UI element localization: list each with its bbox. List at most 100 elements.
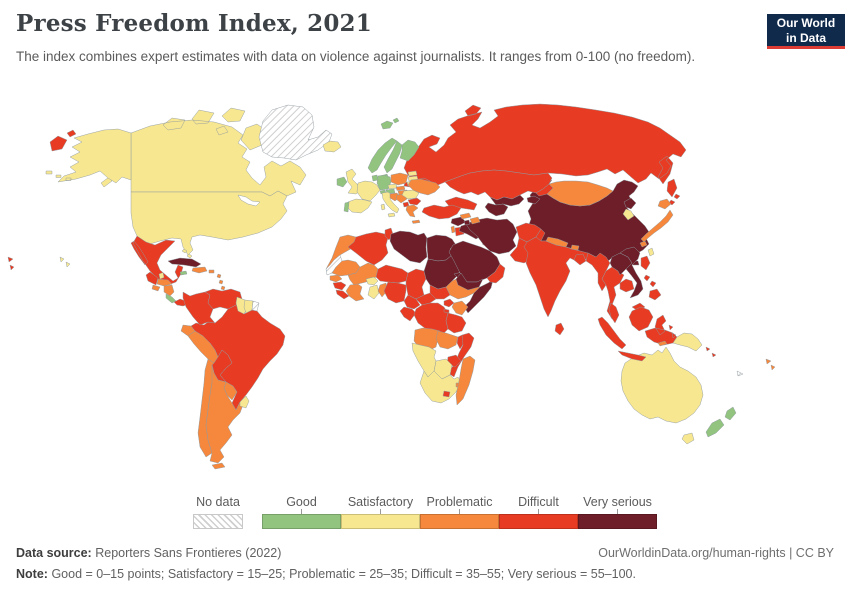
region-usa[interactable] (45, 128, 288, 268)
region-burkina-faso[interactable] (365, 276, 379, 286)
region-cambodia[interactable] (619, 278, 635, 293)
region-senegal[interactable] (329, 274, 343, 283)
region-belize[interactable] (158, 272, 165, 280)
region-nigeria[interactable] (383, 281, 407, 304)
region-togo-benin[interactable] (377, 282, 388, 298)
region-lesser-antilles[interactable] (216, 273, 226, 291)
region-svalbard[interactable] (380, 117, 400, 130)
region-puerto-rico[interactable] (208, 269, 215, 274)
region-namibia[interactable] (411, 342, 437, 378)
region-turkmenistan[interactable] (484, 202, 509, 217)
region-solomon-islands[interactable] (705, 346, 717, 358)
footer-datasource-value[interactable]: Reporters Sans Frontieres (2022) (95, 546, 282, 560)
region-canada[interactable] (100, 107, 307, 197)
region-jamaica[interactable] (179, 270, 188, 276)
region-georgia[interactable] (459, 212, 472, 220)
region-uruguay[interactable] (239, 395, 250, 409)
region-zambia[interactable] (435, 330, 459, 350)
region-madagascar[interactable] (455, 355, 476, 406)
region-bahamas[interactable] (181, 248, 193, 259)
legend-no-data-swatch[interactable] (193, 514, 243, 529)
owid-logo[interactable]: Our World in Data (767, 14, 845, 49)
region-benelux[interactable] (371, 174, 379, 182)
region-guinea[interactable] (332, 281, 347, 291)
region-cuba[interactable] (167, 257, 202, 268)
region-bhutan[interactable] (570, 244, 580, 251)
region-chad[interactable] (405, 268, 427, 300)
legend-swatch-difficult[interactable] (499, 514, 578, 529)
region-honduras[interactable] (156, 278, 173, 287)
region-greece[interactable] (405, 204, 421, 224)
region-venezuela[interactable] (204, 288, 243, 310)
region-azerbaijan[interactable] (469, 216, 481, 225)
region-tajikistan[interactable] (526, 195, 541, 205)
region-iceland[interactable] (322, 140, 342, 153)
region-spain[interactable] (346, 198, 373, 214)
region-bangladesh[interactable] (573, 253, 587, 266)
region-kenya[interactable] (451, 300, 469, 316)
region-fiji[interactable] (765, 358, 776, 371)
region-suriname[interactable] (243, 299, 254, 314)
region-oman[interactable] (486, 263, 506, 284)
region-lesotho[interactable] (442, 390, 451, 398)
region-papua-new-guinea[interactable] (672, 332, 703, 352)
region-south-korea[interactable] (622, 208, 635, 221)
region-finland[interactable] (399, 139, 420, 162)
legend-swatch-problematic[interactable] (420, 514, 499, 529)
region-mongolia[interactable] (546, 180, 614, 207)
region-north-korea[interactable] (623, 197, 637, 210)
region-norway[interactable] (367, 137, 398, 174)
region-new-zealand[interactable] (705, 406, 737, 438)
region-slovakia[interactable] (395, 185, 406, 191)
region-turkey[interactable] (421, 204, 462, 220)
region-guatemala[interactable] (145, 271, 159, 286)
region-mauritania[interactable] (331, 259, 361, 277)
region-yemen[interactable] (455, 272, 484, 291)
region-syria[interactable] (450, 216, 467, 227)
region-libya[interactable] (389, 230, 428, 264)
footer-url[interactable]: OurWorldinData.org/human-rights | CC BY (598, 546, 834, 560)
region-ukraine[interactable] (407, 178, 441, 196)
region-portugal[interactable] (343, 201, 350, 213)
region-argentina[interactable] (205, 364, 244, 470)
region-sierra-leone-liberia[interactable] (335, 289, 350, 300)
region-czechia[interactable] (387, 183, 398, 190)
region-russia[interactable] (7, 103, 687, 271)
region-vietnam[interactable] (619, 246, 644, 299)
region-colombia[interactable] (182, 291, 216, 326)
region-nicaragua[interactable] (163, 284, 175, 297)
region-israel[interactable] (450, 225, 456, 234)
region-sri-lanka[interactable] (554, 322, 565, 336)
region-ireland[interactable] (336, 176, 348, 188)
region-niger[interactable] (375, 264, 409, 284)
region-philippines[interactable] (640, 255, 662, 301)
region-australia[interactable] (620, 346, 704, 445)
region-uganda[interactable] (443, 298, 455, 308)
region-french-guiana[interactable] (251, 300, 260, 312)
region-indonesia[interactable] (597, 306, 678, 362)
region-ghana[interactable] (367, 284, 380, 300)
region-el-salvador[interactable] (151, 284, 161, 292)
region-haiti-dominican[interactable] (191, 266, 208, 274)
region-taiwan[interactable] (647, 247, 655, 257)
legend-swatch-very-serious[interactable] (578, 514, 657, 529)
region-armenia[interactable] (463, 219, 471, 226)
region-mexico[interactable] (130, 235, 184, 286)
region-algeria[interactable] (347, 231, 389, 266)
region-rwanda-burundi[interactable] (443, 308, 450, 314)
region-japan[interactable] (639, 198, 674, 248)
region-greenland[interactable] (258, 104, 333, 161)
region-timor-leste[interactable] (657, 340, 668, 347)
region-ivory-coast[interactable] (345, 283, 365, 302)
region-bulgaria[interactable] (407, 197, 422, 206)
region-nepal[interactable] (545, 236, 569, 248)
legend-swatch-satisfactory[interactable] (341, 514, 420, 529)
legend-swatch-good[interactable] (262, 514, 341, 529)
region-congo-gabon[interactable] (399, 306, 417, 322)
region-iran[interactable] (465, 217, 518, 255)
region-france[interactable] (356, 180, 381, 202)
region-poland[interactable] (390, 172, 409, 186)
region-sweden[interactable] (383, 140, 403, 174)
region-tanzania[interactable] (445, 312, 467, 334)
region-new-caledonia[interactable] (736, 370, 744, 377)
